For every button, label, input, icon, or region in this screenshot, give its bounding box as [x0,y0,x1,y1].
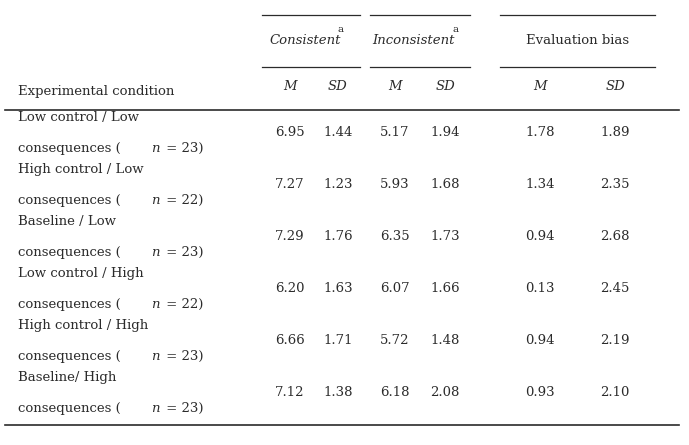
Text: 7.12: 7.12 [275,387,305,400]
Text: 1.23: 1.23 [323,178,353,191]
Text: n: n [151,402,159,415]
Text: Low control / Low: Low control / Low [18,111,139,124]
Text: 6.35: 6.35 [380,231,410,243]
Text: n: n [151,350,159,363]
Text: SD: SD [328,81,348,93]
Text: 2.08: 2.08 [431,387,460,400]
Text: 6.95: 6.95 [275,126,305,139]
Text: M: M [533,81,547,93]
Text: consequences (: consequences ( [18,350,121,363]
Text: = 22): = 22) [161,194,203,207]
Text: n: n [151,142,159,155]
Text: consequences (: consequences ( [18,246,121,259]
Text: Baseline / Low: Baseline / Low [18,215,116,228]
Text: 2.45: 2.45 [600,283,630,295]
Text: 2.10: 2.10 [600,387,630,400]
Text: Experimental condition: Experimental condition [18,85,174,97]
Text: 0.94: 0.94 [525,335,555,348]
Text: 6.20: 6.20 [275,283,305,295]
Text: consequences (: consequences ( [18,402,121,415]
Text: 1.38: 1.38 [323,387,353,400]
Text: 1.76: 1.76 [323,231,353,243]
Text: = 23): = 23) [161,246,203,259]
Text: 1.89: 1.89 [600,126,630,139]
Text: Low control / High: Low control / High [18,267,143,280]
Text: a: a [453,24,459,33]
Text: 1.78: 1.78 [525,126,555,139]
Text: M: M [388,81,402,93]
Text: n: n [151,246,159,259]
Text: 5.17: 5.17 [380,126,410,139]
Text: 2.35: 2.35 [600,178,630,191]
Text: High control / High: High control / High [18,319,148,332]
Text: 5.93: 5.93 [380,178,410,191]
Text: consequences (: consequences ( [18,194,121,207]
Text: n: n [151,194,159,207]
Text: Baseline/ High: Baseline/ High [18,371,116,384]
Text: consequences (: consequences ( [18,142,121,155]
Text: M: M [283,81,297,93]
Text: 1.66: 1.66 [430,283,460,295]
Text: 1.73: 1.73 [430,231,460,243]
Text: = 23): = 23) [161,350,203,363]
Text: = 23): = 23) [161,142,203,155]
Text: SD: SD [435,81,455,93]
Text: = 23): = 23) [161,402,203,415]
Text: consequences (: consequences ( [18,298,121,311]
Text: SD: SD [605,81,625,93]
Text: 6.18: 6.18 [380,387,410,400]
Text: 7.29: 7.29 [275,231,305,243]
Text: = 22): = 22) [161,298,203,311]
Text: Evaluation bias: Evaluation bias [526,33,630,46]
Text: 2.19: 2.19 [600,335,630,348]
Text: 2.68: 2.68 [600,231,630,243]
Text: 0.13: 0.13 [525,283,555,295]
Text: n: n [151,298,159,311]
Text: 7.27: 7.27 [275,178,305,191]
Text: 1.63: 1.63 [323,283,353,295]
Text: 6.07: 6.07 [380,283,410,295]
Text: 0.94: 0.94 [525,231,555,243]
Text: Consistent: Consistent [269,33,341,46]
Text: 1.44: 1.44 [323,126,353,139]
Text: a: a [337,24,343,33]
Text: Inconsistent: Inconsistent [372,33,454,46]
Text: 1.48: 1.48 [431,335,460,348]
Text: 0.93: 0.93 [525,387,555,400]
Text: 1.68: 1.68 [430,178,460,191]
Text: 5.72: 5.72 [380,335,410,348]
Text: High control / Low: High control / Low [18,163,143,176]
Text: 1.71: 1.71 [323,335,353,348]
Text: 6.66: 6.66 [275,335,305,348]
Text: 1.94: 1.94 [430,126,460,139]
Text: 1.34: 1.34 [525,178,555,191]
